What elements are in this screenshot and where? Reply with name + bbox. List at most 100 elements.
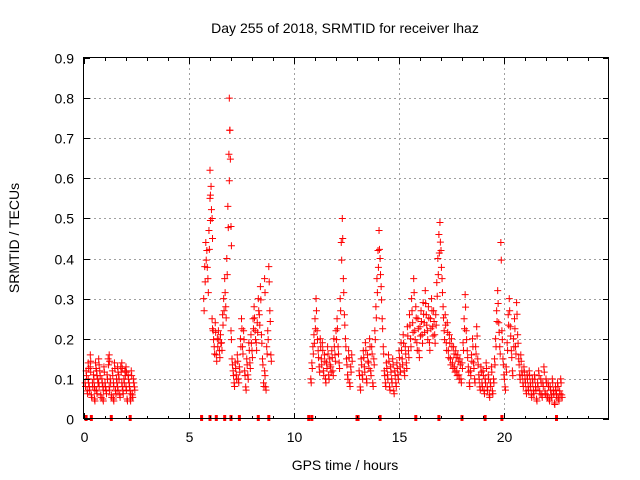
data-point <box>443 319 451 327</box>
data-point <box>332 336 340 344</box>
data-point <box>114 368 122 376</box>
data-point <box>450 343 458 351</box>
data-point <box>541 390 549 398</box>
data-point <box>469 335 476 343</box>
data-point <box>242 386 250 394</box>
data-point <box>342 343 350 351</box>
data-point <box>370 361 378 369</box>
data-point <box>323 364 331 372</box>
data-point <box>453 372 461 380</box>
data-point <box>244 375 252 383</box>
x-tick-label: 15 <box>392 429 408 445</box>
data-point <box>433 279 441 287</box>
chart-title: Day 255 of 2018, SRMTID for receiver lha… <box>211 20 479 36</box>
data-point <box>423 321 431 329</box>
data-point <box>509 335 517 343</box>
data-point <box>417 307 425 315</box>
data-point <box>407 343 415 351</box>
data-point <box>248 354 256 362</box>
data-point <box>465 368 473 376</box>
data-point <box>379 343 387 351</box>
data-point <box>324 350 332 358</box>
data-point <box>214 327 222 335</box>
data-point <box>498 336 506 344</box>
data-point <box>511 315 518 323</box>
data-point <box>226 126 234 134</box>
data-point <box>399 361 407 369</box>
data-point <box>256 321 264 329</box>
data-point <box>331 357 339 365</box>
data-point <box>403 364 411 372</box>
data-point <box>421 287 429 295</box>
data-point <box>333 315 341 323</box>
data-point <box>407 335 415 343</box>
data-point <box>459 339 467 347</box>
data-point <box>221 275 229 283</box>
data-point <box>554 383 562 391</box>
data-point <box>346 383 354 391</box>
data-point <box>208 315 216 323</box>
data-point <box>385 357 393 365</box>
data-point <box>410 275 418 283</box>
data-point <box>257 296 265 304</box>
data-point <box>461 291 469 299</box>
data-point <box>432 311 440 319</box>
data-point <box>335 350 343 358</box>
data-point <box>456 355 464 363</box>
data-point <box>378 296 386 304</box>
data-point <box>504 311 512 319</box>
data-point <box>432 321 440 329</box>
data-point <box>329 372 337 380</box>
data-point <box>261 289 269 297</box>
data-point <box>222 303 230 311</box>
data-point <box>344 375 352 383</box>
data-point <box>494 299 502 307</box>
data-point <box>267 351 275 359</box>
data-point <box>405 354 413 362</box>
data-point <box>208 214 216 222</box>
data-point <box>236 335 244 343</box>
data-point <box>206 191 214 199</box>
data-point <box>390 390 398 398</box>
data-point <box>307 379 315 387</box>
data-point <box>505 295 513 303</box>
data-point <box>263 343 271 351</box>
data-point <box>339 235 347 242</box>
data-point <box>451 368 459 376</box>
data-point <box>448 335 455 343</box>
data-point <box>389 361 397 369</box>
data-point <box>473 323 481 331</box>
data-point <box>204 275 212 283</box>
data-point <box>472 343 480 351</box>
data-point <box>411 336 419 344</box>
data-point <box>311 315 319 323</box>
data-point <box>233 351 241 359</box>
data-point <box>240 327 248 335</box>
data-point <box>218 346 226 354</box>
data-point <box>406 311 413 319</box>
data-point <box>364 357 372 365</box>
data-point <box>427 315 434 323</box>
data-point <box>441 311 449 319</box>
data-point <box>398 346 406 354</box>
data-point <box>501 386 509 394</box>
data-point <box>415 354 423 362</box>
data-point <box>368 350 376 358</box>
data-point <box>458 364 466 372</box>
data-point <box>499 355 507 363</box>
data-point <box>202 256 210 264</box>
data-point <box>450 350 458 358</box>
data-point <box>224 202 232 210</box>
data-point <box>213 357 221 365</box>
y-tick-label: 0.7 <box>55 131 75 147</box>
data-point <box>480 390 488 398</box>
data-point <box>460 315 468 323</box>
data-point <box>228 355 236 363</box>
data-point <box>489 390 497 398</box>
data-point <box>255 307 263 315</box>
data-point <box>424 303 432 311</box>
data-point <box>377 283 385 291</box>
y-tick-label: 0.3 <box>55 292 75 308</box>
data-point <box>252 336 260 344</box>
data-point <box>84 390 92 398</box>
